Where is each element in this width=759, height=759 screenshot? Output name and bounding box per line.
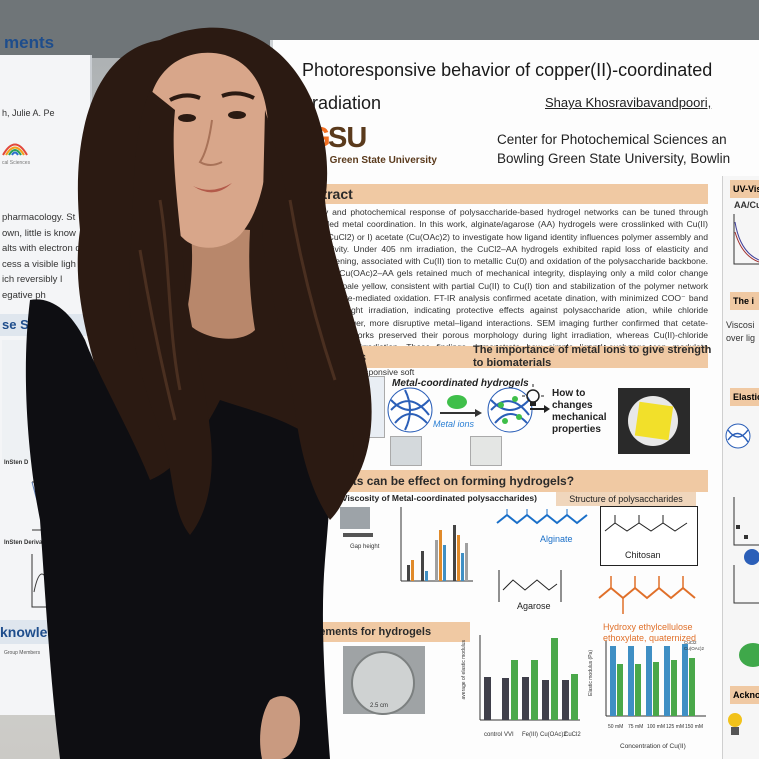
left-poster-logo-text: cal Sciences bbox=[2, 160, 31, 166]
chart-right-cat-2: 100 mM bbox=[647, 724, 665, 730]
hand-icon bbox=[260, 696, 300, 759]
chitosan-label: Chitosan bbox=[625, 550, 661, 560]
agarose-structure-icon bbox=[498, 570, 562, 602]
uv-vis-chart bbox=[733, 214, 759, 265]
chart-left-cat-3: Cu(OAc)2 bbox=[540, 732, 567, 738]
left-poster-authors: h, Julie A. Pe bbox=[2, 108, 55, 118]
alginate-label: Alginate bbox=[540, 534, 573, 544]
right-charts bbox=[733, 497, 759, 604]
bgsu-logo-name: Bowling Green State University bbox=[288, 155, 437, 166]
hair-front-right bbox=[262, 110, 354, 520]
elastic-heading: Elastic bbox=[730, 388, 759, 406]
left-poster-logo-icon bbox=[2, 143, 28, 156]
aa-cu-label: AA/Cu bbox=[734, 200, 759, 210]
chart-left-cat-1: VVI bbox=[504, 732, 514, 738]
right-green-blob bbox=[739, 643, 759, 667]
gel-sample-photo bbox=[618, 388, 690, 454]
arrow-right-icon bbox=[530, 405, 550, 413]
agarose-label: Agarose bbox=[517, 601, 551, 611]
poster-title-line2: irradiation bbox=[302, 93, 382, 113]
eyebrow-left bbox=[169, 93, 201, 102]
affiliation-line1: Center for Photochemical Sciences an bbox=[497, 132, 727, 147]
petri-dish-photo bbox=[343, 646, 425, 715]
black-jacket bbox=[25, 299, 331, 759]
viscosity-label: Viscosity of Metal-coordinated polysacch… bbox=[342, 493, 537, 503]
chart-right-cat-1: 75 mM bbox=[628, 724, 643, 730]
ackno-heading: Ackno bbox=[730, 686, 759, 704]
legend-cuoac2: Cu(OAc)2 bbox=[684, 646, 705, 651]
hydroxy-structure-icon bbox=[598, 576, 696, 614]
chart-right-cat-4: 150 mM bbox=[685, 724, 703, 730]
metal-coordinated-label: Metal-coordinated hydrogels bbox=[392, 378, 529, 389]
poster-title-line1: Photoresponsive behavior of copper(II)-c… bbox=[302, 60, 713, 80]
elastic-modulus-chart-right: 50 mM 75 mM 100 mM 125 mM 150 mM bbox=[605, 641, 706, 730]
viscosity-chart bbox=[400, 507, 473, 582]
chitosan-structure-box bbox=[600, 506, 698, 566]
app-photo-3 bbox=[470, 436, 502, 466]
face bbox=[148, 52, 269, 248]
eye-right bbox=[228, 111, 246, 119]
concentration-label: Concentration of Cu(II) bbox=[620, 743, 686, 750]
left-poster-label-instem-deriv: InSten Derivat bbox=[4, 540, 45, 546]
the-i-heading: The i bbox=[730, 292, 759, 310]
app-photo-2 bbox=[390, 436, 422, 466]
measurements-heading: asurements can be effect on forming hydr… bbox=[290, 470, 708, 492]
hair-curl-highlights bbox=[138, 199, 337, 421]
left-poster-title: ments bbox=[4, 33, 55, 52]
left-poster-body-text: pharmacology. St own, little is know alt… bbox=[2, 212, 81, 301]
elastic-modulus-chart-left: control VVI Fe(III) Cu(OAc)2 CuCl2 bbox=[479, 635, 581, 738]
chart-left-cat-0: control bbox=[484, 732, 502, 738]
chart-right-legend: CuCl2 Cu(OAc)2 bbox=[684, 640, 704, 652]
rheometer-icon bbox=[340, 507, 373, 537]
petri-scale-label: 2.5 cm bbox=[370, 703, 389, 709]
lips bbox=[193, 183, 232, 193]
chart-right-cat-3: 125 mM bbox=[666, 724, 684, 730]
measurements2-heading: asurements for hydrogels bbox=[290, 622, 470, 642]
hydroxy-label: Hydroxy ethylcellulose ethoxylate, quate… bbox=[603, 622, 697, 643]
affiliation-line2: Bowling Green State University, Bowlin bbox=[497, 151, 731, 166]
bgsu-logo-su: SU bbox=[328, 122, 367, 154]
chart-left-cat-4: CuCl2 bbox=[564, 732, 581, 738]
eye-left bbox=[178, 114, 196, 122]
right-network-icon bbox=[725, 423, 751, 449]
neck bbox=[185, 225, 255, 339]
poster-author: Shaya Khosravibavandpoori, bbox=[545, 95, 712, 110]
right-lightbulb-icon bbox=[728, 713, 742, 735]
chart-right-cat-0: 50 mM bbox=[608, 724, 623, 730]
viscosi-text: Viscosi bbox=[726, 320, 755, 330]
hydrogel-network-icon bbox=[387, 387, 533, 433]
left-poster-group-members: Group Members bbox=[4, 650, 41, 656]
changes-mechanical-label: How to changes mechanical properties bbox=[552, 388, 607, 435]
over-lig-text: over lig bbox=[726, 333, 756, 343]
alginate-structure-icon bbox=[496, 509, 588, 525]
metal-importance-heading: The importance of metal ions to give str… bbox=[473, 344, 712, 369]
nose bbox=[198, 119, 223, 166]
uv-vis-heading: UV-Vis bbox=[730, 180, 759, 198]
left-poster-label-instem: InSten D bbox=[4, 460, 29, 466]
lightbulb-icon bbox=[522, 384, 544, 406]
structure-label: Structure of polysaccharides bbox=[556, 492, 696, 506]
chitosan-structure-icon bbox=[604, 515, 688, 532]
metal-ions-label: Metal ions bbox=[433, 419, 475, 429]
gap-height-label: Gap height bbox=[350, 544, 380, 550]
eyebrow-right bbox=[221, 91, 255, 100]
legend-cucl2: CuCl2 bbox=[684, 640, 697, 645]
chart-left-cat-2: Fe(III) bbox=[522, 732, 538, 738]
